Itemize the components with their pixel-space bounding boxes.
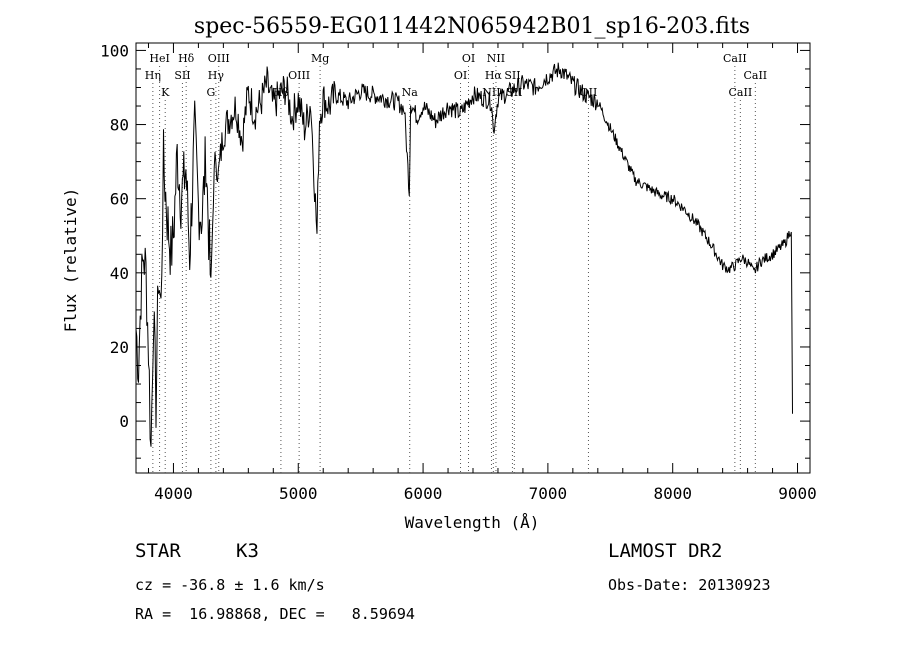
object-subclass: K3 bbox=[236, 540, 259, 562]
survey-name: LAMOST DR2 bbox=[608, 540, 723, 562]
spectral-line-label: Mg bbox=[311, 52, 329, 65]
y-tick-label: 60 bbox=[110, 190, 129, 209]
y-axis-label: Flux (relative) bbox=[61, 188, 80, 333]
spectral-line-label: Hα bbox=[485, 69, 503, 82]
spectral-line-label: Hη bbox=[145, 69, 161, 82]
y-tick-label: 0 bbox=[119, 412, 129, 431]
spectral-line-label: K bbox=[161, 86, 170, 99]
spectral-line-label: Na bbox=[402, 86, 419, 99]
x-axis-label: Wavelength (Å) bbox=[405, 513, 540, 532]
spectral-line-label: HeI bbox=[149, 52, 169, 65]
y-tick-label: 80 bbox=[110, 116, 129, 135]
plot-frame bbox=[135, 42, 811, 474]
spectral-line-label: OI bbox=[462, 52, 475, 65]
spectral-line-label: CaII bbox=[743, 69, 767, 82]
spectral-line-label: OIII bbox=[288, 69, 310, 82]
coordinates: RA = 16.98868, DEC = 8.59694 bbox=[135, 605, 415, 623]
x-tick-label: 8000 bbox=[653, 484, 692, 503]
y-tick-label: 100 bbox=[100, 41, 129, 60]
spectral-line-label: NII bbox=[487, 52, 505, 65]
redshift-cz: cz = -36.8 ± 1.6 km/s bbox=[135, 576, 325, 594]
chart-title: spec-56559-EG011442N065942B01_sp16-203.f… bbox=[194, 14, 750, 39]
spectral-line-label: NII bbox=[482, 86, 500, 99]
spectral-line-label: CaII bbox=[723, 52, 747, 65]
spectrum-line bbox=[135, 62, 793, 447]
x-tick-label: 4000 bbox=[154, 484, 193, 503]
spectral-line-label: SII bbox=[174, 69, 190, 82]
spectral-line-label: OIII bbox=[208, 52, 230, 65]
spectral-line-label: SII bbox=[504, 69, 520, 82]
obs-date: Obs-Date: 20130923 bbox=[608, 576, 771, 594]
y-tick-label: 40 bbox=[110, 264, 129, 283]
x-tick-label: 6000 bbox=[404, 484, 443, 503]
y-tick-label: 20 bbox=[110, 338, 129, 357]
object-type: STAR bbox=[135, 540, 181, 562]
spectral-line-label: Hδ bbox=[178, 52, 195, 65]
spectral-line-label: CaII bbox=[729, 86, 753, 99]
x-tick-label: 9000 bbox=[778, 484, 817, 503]
spectral-line-label: G bbox=[206, 86, 215, 99]
spectral-line-label: OI bbox=[454, 69, 467, 82]
axes: 4000 5000 6000 7000 8000 9000 0 20 40 60 80 100 bbox=[100, 41, 817, 503]
spectral-line-label: SII bbox=[506, 86, 522, 99]
x-tick-label: 7000 bbox=[529, 484, 568, 503]
spectral-line-label: Hγ bbox=[208, 69, 225, 82]
x-tick-label: 5000 bbox=[279, 484, 318, 503]
